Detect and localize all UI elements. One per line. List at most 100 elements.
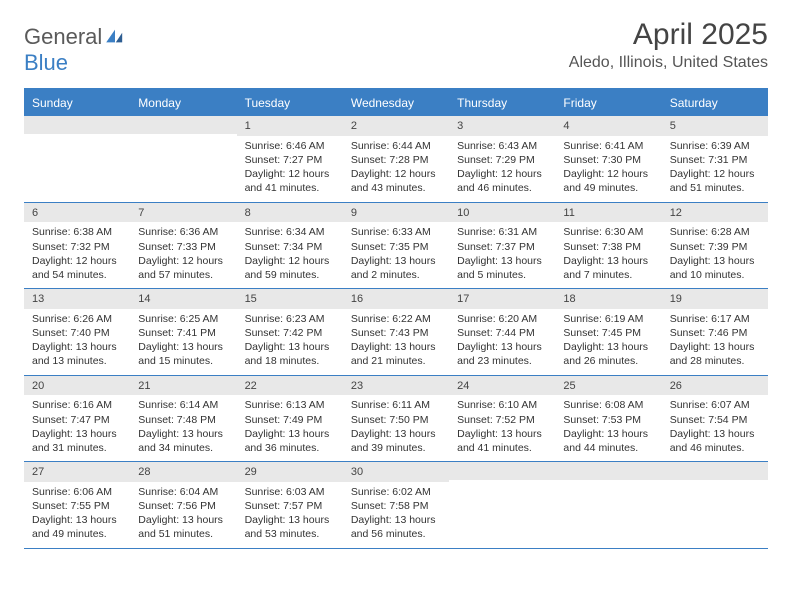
daylight-text: Daylight: 13 hours and 44 minutes. (563, 427, 653, 455)
day-body: Sunrise: 6:17 AMSunset: 7:46 PMDaylight:… (662, 309, 768, 375)
sunrise-text: Sunrise: 6:08 AM (563, 398, 653, 412)
day-cell: 18Sunrise: 6:19 AMSunset: 7:45 PMDayligh… (555, 289, 661, 375)
day-body: Sunrise: 6:36 AMSunset: 7:33 PMDaylight:… (130, 222, 236, 288)
day-body: Sunrise: 6:28 AMSunset: 7:39 PMDaylight:… (662, 222, 768, 288)
week-row: 1Sunrise: 6:46 AMSunset: 7:27 PMDaylight… (24, 116, 768, 203)
sunrise-text: Sunrise: 6:39 AM (670, 139, 760, 153)
day-body (555, 480, 661, 542)
daylight-text: Daylight: 12 hours and 51 minutes. (670, 167, 760, 195)
daylight-text: Daylight: 13 hours and 26 minutes. (563, 340, 653, 368)
day-header-fri: Friday (555, 90, 661, 116)
title-block: April 2025 Aledo, Illinois, United State… (569, 18, 768, 72)
sunset-text: Sunset: 7:35 PM (351, 240, 441, 254)
sunset-text: Sunset: 7:54 PM (670, 413, 760, 427)
day-body: Sunrise: 6:30 AMSunset: 7:38 PMDaylight:… (555, 222, 661, 288)
day-number: 17 (449, 289, 555, 309)
day-body: Sunrise: 6:25 AMSunset: 7:41 PMDaylight:… (130, 309, 236, 375)
day-cell: 25Sunrise: 6:08 AMSunset: 7:53 PMDayligh… (555, 376, 661, 462)
day-cell (24, 116, 130, 202)
daylight-text: Daylight: 13 hours and 23 minutes. (457, 340, 547, 368)
day-number: 27 (24, 462, 130, 482)
day-body: Sunrise: 6:02 AMSunset: 7:58 PMDaylight:… (343, 482, 449, 548)
daylight-text: Daylight: 13 hours and 34 minutes. (138, 427, 228, 455)
day-number (449, 462, 555, 480)
day-cell: 9Sunrise: 6:33 AMSunset: 7:35 PMDaylight… (343, 203, 449, 289)
day-body: Sunrise: 6:08 AMSunset: 7:53 PMDaylight:… (555, 395, 661, 461)
day-number: 28 (130, 462, 236, 482)
day-number (130, 116, 236, 134)
day-number: 14 (130, 289, 236, 309)
daylight-text: Daylight: 12 hours and 57 minutes. (138, 254, 228, 282)
day-number: 6 (24, 203, 130, 223)
day-number: 30 (343, 462, 449, 482)
sunset-text: Sunset: 7:27 PM (245, 153, 335, 167)
daylight-text: Daylight: 13 hours and 39 minutes. (351, 427, 441, 455)
day-cell: 24Sunrise: 6:10 AMSunset: 7:52 PMDayligh… (449, 376, 555, 462)
sunset-text: Sunset: 7:38 PM (563, 240, 653, 254)
daylight-text: Daylight: 13 hours and 36 minutes. (245, 427, 335, 455)
sunset-text: Sunset: 7:56 PM (138, 499, 228, 513)
month-title: April 2025 (569, 18, 768, 52)
day-cell: 27Sunrise: 6:06 AMSunset: 7:55 PMDayligh… (24, 462, 130, 548)
daylight-text: Daylight: 13 hours and 31 minutes. (32, 427, 122, 455)
day-body: Sunrise: 6:20 AMSunset: 7:44 PMDaylight:… (449, 309, 555, 375)
day-header-sun: Sunday (24, 90, 130, 116)
sunrise-text: Sunrise: 6:20 AM (457, 312, 547, 326)
day-body: Sunrise: 6:13 AMSunset: 7:49 PMDaylight:… (237, 395, 343, 461)
week-row: 27Sunrise: 6:06 AMSunset: 7:55 PMDayligh… (24, 462, 768, 549)
day-cell: 28Sunrise: 6:04 AMSunset: 7:56 PMDayligh… (130, 462, 236, 548)
day-number: 9 (343, 203, 449, 223)
sunrise-text: Sunrise: 6:06 AM (32, 485, 122, 499)
day-body: Sunrise: 6:07 AMSunset: 7:54 PMDaylight:… (662, 395, 768, 461)
day-cell: 21Sunrise: 6:14 AMSunset: 7:48 PMDayligh… (130, 376, 236, 462)
day-header-sat: Saturday (662, 90, 768, 116)
day-body (130, 134, 236, 196)
week-row: 13Sunrise: 6:26 AMSunset: 7:40 PMDayligh… (24, 289, 768, 376)
sunset-text: Sunset: 7:33 PM (138, 240, 228, 254)
day-body: Sunrise: 6:19 AMSunset: 7:45 PMDaylight:… (555, 309, 661, 375)
daylight-text: Daylight: 13 hours and 51 minutes. (138, 513, 228, 541)
day-cell: 8Sunrise: 6:34 AMSunset: 7:34 PMDaylight… (237, 203, 343, 289)
sunset-text: Sunset: 7:37 PM (457, 240, 547, 254)
sunrise-text: Sunrise: 6:44 AM (351, 139, 441, 153)
day-number: 20 (24, 376, 130, 396)
day-number (24, 116, 130, 134)
sunrise-text: Sunrise: 6:16 AM (32, 398, 122, 412)
day-body: Sunrise: 6:39 AMSunset: 7:31 PMDaylight:… (662, 136, 768, 202)
sunrise-text: Sunrise: 6:36 AM (138, 225, 228, 239)
day-cell: 14Sunrise: 6:25 AMSunset: 7:41 PMDayligh… (130, 289, 236, 375)
daylight-text: Daylight: 13 hours and 5 minutes. (457, 254, 547, 282)
day-body: Sunrise: 6:10 AMSunset: 7:52 PMDaylight:… (449, 395, 555, 461)
daylight-text: Daylight: 12 hours and 49 minutes. (563, 167, 653, 195)
day-number (555, 462, 661, 480)
sunset-text: Sunset: 7:30 PM (563, 153, 653, 167)
daylight-text: Daylight: 13 hours and 15 minutes. (138, 340, 228, 368)
daylight-text: Daylight: 13 hours and 41 minutes. (457, 427, 547, 455)
day-cell: 7Sunrise: 6:36 AMSunset: 7:33 PMDaylight… (130, 203, 236, 289)
day-cell: 11Sunrise: 6:30 AMSunset: 7:38 PMDayligh… (555, 203, 661, 289)
day-body: Sunrise: 6:26 AMSunset: 7:40 PMDaylight:… (24, 309, 130, 375)
daylight-text: Daylight: 13 hours and 49 minutes. (32, 513, 122, 541)
sunrise-text: Sunrise: 6:22 AM (351, 312, 441, 326)
sunset-text: Sunset: 7:41 PM (138, 326, 228, 340)
day-cell: 16Sunrise: 6:22 AMSunset: 7:43 PMDayligh… (343, 289, 449, 375)
day-body: Sunrise: 6:31 AMSunset: 7:37 PMDaylight:… (449, 222, 555, 288)
sunrise-text: Sunrise: 6:13 AM (245, 398, 335, 412)
day-body: Sunrise: 6:41 AMSunset: 7:30 PMDaylight:… (555, 136, 661, 202)
page-header: GeneralBlue April 2025 Aledo, Illinois, … (24, 18, 768, 76)
day-number: 11 (555, 203, 661, 223)
sunrise-text: Sunrise: 6:23 AM (245, 312, 335, 326)
day-cell: 15Sunrise: 6:23 AMSunset: 7:42 PMDayligh… (237, 289, 343, 375)
day-cell: 4Sunrise: 6:41 AMSunset: 7:30 PMDaylight… (555, 116, 661, 202)
sunset-text: Sunset: 7:49 PM (245, 413, 335, 427)
daylight-text: Daylight: 13 hours and 2 minutes. (351, 254, 441, 282)
day-cell: 23Sunrise: 6:11 AMSunset: 7:50 PMDayligh… (343, 376, 449, 462)
sunset-text: Sunset: 7:40 PM (32, 326, 122, 340)
sunrise-text: Sunrise: 6:41 AM (563, 139, 653, 153)
day-number: 15 (237, 289, 343, 309)
daylight-text: Daylight: 12 hours and 46 minutes. (457, 167, 547, 195)
day-cell: 5Sunrise: 6:39 AMSunset: 7:31 PMDaylight… (662, 116, 768, 202)
sunrise-text: Sunrise: 6:43 AM (457, 139, 547, 153)
day-number: 5 (662, 116, 768, 136)
day-number: 24 (449, 376, 555, 396)
